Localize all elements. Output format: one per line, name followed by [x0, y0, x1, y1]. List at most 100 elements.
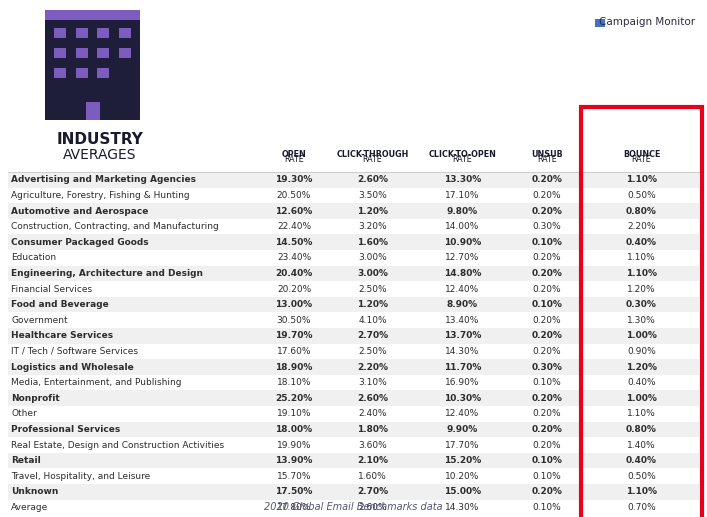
Bar — [8, 359, 699, 375]
Text: 0.10%: 0.10% — [532, 503, 561, 512]
Text: 1.60%: 1.60% — [358, 472, 387, 481]
Text: Financial Services: Financial Services — [11, 284, 92, 294]
Bar — [8, 468, 699, 484]
Text: 0.20%: 0.20% — [532, 316, 561, 325]
Bar — [76, 48, 88, 58]
Text: 17.50%: 17.50% — [275, 488, 312, 496]
Text: 9.90%: 9.90% — [447, 425, 478, 434]
Text: 3.20%: 3.20% — [358, 222, 387, 231]
Text: Engineering, Architecture and Design: Engineering, Architecture and Design — [11, 269, 203, 278]
Bar — [45, 10, 140, 120]
Text: 1.80%: 1.80% — [357, 425, 388, 434]
Text: 23.40%: 23.40% — [277, 253, 311, 262]
Text: 10.20%: 10.20% — [445, 472, 479, 481]
Text: 12.40%: 12.40% — [445, 284, 479, 294]
Text: 15.00%: 15.00% — [444, 488, 481, 496]
Text: UNSUB: UNSUB — [531, 150, 563, 159]
Text: 0.30%: 0.30% — [626, 300, 657, 309]
Bar — [8, 219, 699, 234]
Bar — [97, 28, 109, 38]
Text: 0.20%: 0.20% — [532, 488, 563, 496]
Bar — [8, 406, 699, 421]
Text: 0.20%: 0.20% — [532, 253, 561, 262]
Text: 0.20%: 0.20% — [532, 206, 563, 216]
Text: 13.70%: 13.70% — [444, 331, 481, 340]
Text: RATE: RATE — [631, 155, 651, 164]
Text: 13.90%: 13.90% — [275, 456, 312, 465]
Text: 19.90%: 19.90% — [276, 440, 311, 449]
Text: 2.60%: 2.60% — [357, 175, 388, 184]
Bar — [8, 328, 699, 344]
Text: 9.80%: 9.80% — [447, 206, 478, 216]
Text: 1.10%: 1.10% — [627, 253, 656, 262]
Text: 1.20%: 1.20% — [357, 300, 388, 309]
Text: Automotive and Aerospace: Automotive and Aerospace — [11, 206, 148, 216]
Bar — [97, 68, 109, 78]
Bar — [54, 28, 66, 38]
Bar — [76, 28, 88, 38]
Bar — [8, 390, 699, 406]
Text: 0.10%: 0.10% — [532, 238, 563, 247]
Text: 13.00%: 13.00% — [276, 300, 312, 309]
Text: INDUSTRY: INDUSTRY — [57, 132, 144, 147]
Text: 20.50%: 20.50% — [277, 191, 311, 200]
Text: Logistics and Wholesale: Logistics and Wholesale — [11, 362, 134, 372]
Text: Retail: Retail — [11, 456, 41, 465]
Text: 18.00%: 18.00% — [276, 425, 312, 434]
Bar — [54, 68, 66, 78]
Text: 3.50%: 3.50% — [358, 191, 387, 200]
Text: 22.40%: 22.40% — [277, 222, 311, 231]
Text: 0.40%: 0.40% — [626, 456, 657, 465]
Text: 0.20%: 0.20% — [532, 331, 563, 340]
Text: Professional Services: Professional Services — [11, 425, 120, 434]
Text: 10.90%: 10.90% — [444, 238, 481, 247]
Text: 16.90%: 16.90% — [445, 378, 480, 387]
Text: OPEN: OPEN — [281, 150, 306, 159]
Text: 20.40%: 20.40% — [275, 269, 312, 278]
Text: 3.00%: 3.00% — [357, 269, 388, 278]
Text: 14.30%: 14.30% — [445, 503, 479, 512]
Text: 0.90%: 0.90% — [627, 347, 656, 356]
Text: Unknown: Unknown — [11, 488, 59, 496]
Text: Consumer Packaged Goods: Consumer Packaged Goods — [11, 238, 148, 247]
Bar — [8, 188, 699, 203]
Text: 3.10%: 3.10% — [358, 378, 387, 387]
Text: 0.70%: 0.70% — [627, 503, 656, 512]
Text: 2020 Global Email Benchmarks data: 2020 Global Email Benchmarks data — [264, 502, 443, 512]
Text: 0.10%: 0.10% — [532, 472, 561, 481]
Text: 0.30%: 0.30% — [532, 362, 563, 372]
Text: CLICK-THROUGH: CLICK-THROUGH — [337, 150, 409, 159]
Text: 0.20%: 0.20% — [532, 191, 561, 200]
Text: 2.40%: 2.40% — [358, 409, 387, 418]
Text: 1.00%: 1.00% — [626, 331, 657, 340]
Text: 13.40%: 13.40% — [445, 316, 479, 325]
Text: Real Estate, Design and Construction Activities: Real Estate, Design and Construction Act… — [11, 440, 224, 449]
Text: 0.20%: 0.20% — [532, 284, 561, 294]
Text: 1.10%: 1.10% — [626, 269, 657, 278]
Bar — [8, 499, 699, 515]
Text: 14.30%: 14.30% — [445, 347, 479, 356]
Text: IT / Tech / Software Services: IT / Tech / Software Services — [11, 347, 138, 356]
Text: 2.60%: 2.60% — [357, 394, 388, 403]
Text: 1.10%: 1.10% — [626, 488, 657, 496]
Text: Government: Government — [11, 316, 68, 325]
Text: 0.40%: 0.40% — [627, 378, 656, 387]
Text: 0.20%: 0.20% — [532, 440, 561, 449]
Text: 0.10%: 0.10% — [532, 456, 563, 465]
Text: 0.10%: 0.10% — [532, 378, 561, 387]
Text: 1.20%: 1.20% — [626, 362, 657, 372]
Text: 2.50%: 2.50% — [358, 284, 387, 294]
Text: 17.60%: 17.60% — [276, 347, 311, 356]
Text: 14.80%: 14.80% — [444, 269, 481, 278]
Bar — [119, 28, 131, 38]
Bar — [8, 437, 699, 453]
Text: 0.30%: 0.30% — [532, 222, 561, 231]
Bar — [8, 453, 699, 468]
Text: RATE: RATE — [363, 155, 382, 164]
Text: 1.10%: 1.10% — [626, 175, 657, 184]
Text: 12.70%: 12.70% — [445, 253, 479, 262]
Bar — [8, 484, 699, 499]
Bar — [8, 234, 699, 250]
Text: 4.10%: 4.10% — [358, 316, 387, 325]
Bar — [119, 48, 131, 58]
